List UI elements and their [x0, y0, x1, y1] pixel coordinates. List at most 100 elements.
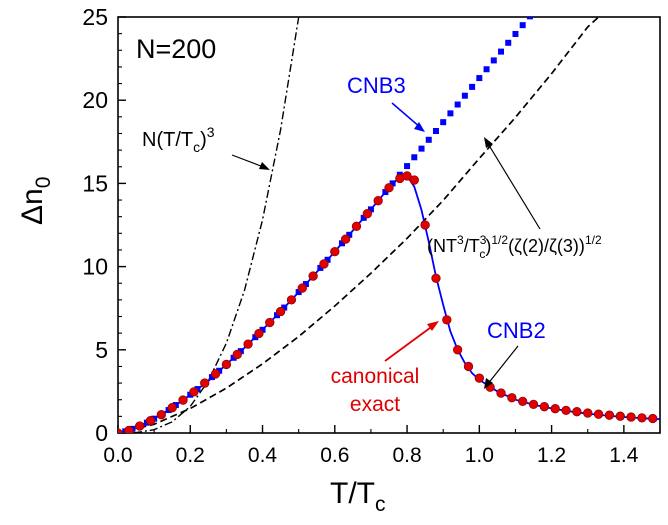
point-canonical-exact [243, 339, 253, 349]
x-tick-label: 0.6 [320, 444, 349, 467]
arrow-cnb2 [486, 345, 519, 386]
annotation-ntc3-main: N(T/T [142, 129, 193, 151]
point-canonical-exact [442, 315, 452, 325]
point-canonical-exact [167, 403, 177, 413]
point-canonical-exact [210, 369, 221, 379]
annotation-sqrt: (NT3/T3 c)1/2(ζ(2)/ζ(3))1/2 [427, 233, 602, 261]
point-canonical-exact [648, 413, 658, 424]
point-canonical-exact [539, 402, 550, 412]
point-cnb3 [447, 110, 454, 117]
point-cnb3 [519, 22, 526, 29]
point-cnb3 [440, 119, 447, 126]
point-canonical-exact [308, 271, 318, 281]
point-canonical-exact [528, 399, 539, 410]
point-canonical-exact [384, 183, 394, 193]
arrowhead-cnb3 [414, 122, 425, 132]
x-axis-label: T/Tc [330, 477, 386, 516]
y-axis-label-sub: 0 [32, 177, 55, 189]
point-canonical-exact [453, 345, 463, 355]
point-canonical-exact [518, 396, 528, 407]
point-canonical-exact [402, 171, 412, 181]
point-canonical-exact [189, 387, 199, 397]
point-cnb3 [469, 83, 476, 90]
arrow-cnb3 [391, 102, 422, 129]
point-canonical-exact [615, 411, 625, 421]
point-cnb3 [476, 75, 483, 82]
annotation-cnb3: CNB3 [347, 73, 406, 98]
n-label: N=200 [136, 34, 216, 64]
point-cnb3 [526, 17, 533, 20]
point-cnb3 [461, 92, 468, 99]
point-canonical-exact [200, 378, 210, 388]
point-canonical-exact [135, 421, 145, 431]
arrow-ntc3 [231, 154, 267, 169]
y-axis-label-main: Δn [16, 188, 49, 225]
annotation-sqrt-sup3: 1/2 [491, 233, 508, 247]
x-tick-label: 0.2 [176, 444, 205, 467]
annotation-sqrt-p3: ) [485, 236, 491, 256]
point-canonical-exact [550, 404, 560, 414]
point-canonical-exact [604, 410, 615, 420]
point-cnb3 [418, 145, 425, 152]
point-canonical-exact [232, 349, 242, 360]
point-canonical-exact [156, 410, 167, 420]
arrowhead-canonical [427, 321, 439, 331]
point-canonical-exact [572, 407, 582, 417]
point-canonical-exact [351, 221, 362, 231]
annotation-cnb2: CNB2 [487, 318, 546, 343]
x-tick-label: 1.2 [537, 444, 566, 467]
x-tick-label: 1.4 [609, 444, 639, 467]
annotation-ntc3: N(T/Tc)3 [142, 124, 215, 155]
point-cnb3 [411, 154, 418, 161]
point-canonical-exact [373, 196, 383, 206]
point-canonical-exact [275, 306, 286, 317]
point-canonical-exact [474, 373, 484, 383]
annotation-canonical-line2: exact [350, 393, 400, 416]
point-canonical-exact [496, 388, 506, 398]
point-canonical-exact [340, 234, 351, 244]
point-canonical-exact [330, 246, 340, 257]
point-canonical-exact [362, 209, 372, 219]
arrow-sqrt [486, 141, 541, 230]
y-tick-label: 25 [82, 4, 108, 30]
x-axis-label-sub: c [375, 493, 386, 516]
point-cnb3 [490, 57, 497, 64]
point-canonical-exact [593, 409, 604, 419]
y-axis-label: Δn0 [16, 177, 55, 225]
y-tick-label: 0 [95, 420, 108, 446]
annotation-sqrt-p2: /T [464, 236, 480, 256]
annotation-sqrt-sup1: 3 [457, 233, 464, 247]
series-clip-group [118, 17, 660, 433]
point-canonical-exact [319, 259, 329, 269]
point-cnb3 [432, 127, 439, 134]
annotation-sqrt-p1: (NT [427, 236, 457, 256]
point-canonical-exact [637, 413, 647, 423]
x-axis-label-main: T/T [330, 477, 375, 510]
series-layer [118, 17, 660, 433]
x-tick-label: 0.0 [103, 444, 132, 467]
annotation-canonical-line1: canonical [331, 365, 420, 388]
point-canonical-exact [297, 283, 307, 293]
plot-frame [117, 16, 661, 434]
arrowhead-ntc3 [259, 162, 270, 170]
annotation-ntc3-sup: 3 [207, 124, 215, 140]
annotation-sqrt-sub2: c [479, 247, 485, 261]
y-tick-label: 5 [95, 337, 108, 363]
point-canonical-exact [420, 220, 430, 230]
annotation-ntc3-sub: c [193, 139, 200, 155]
point-cnb3 [483, 66, 490, 73]
y-tick-label: 20 [82, 87, 108, 113]
point-canonical-exact [265, 317, 275, 328]
x-tick-label: 1.0 [465, 444, 494, 467]
point-canonical-exact [254, 328, 264, 339]
axis-ticks: 0.0 0.2 0.4 0.6 0.8 1.0 1.2 1.4 0 5 10 15 20 25 [82, 4, 661, 467]
annotation-sqrt-sup4: 1/2 [585, 233, 602, 247]
line-nt-3-t-3c-1-2-2-3-1-2 [118, 17, 600, 433]
x-tick-label: 0.4 [248, 444, 278, 467]
point-canonical-exact [561, 405, 571, 416]
point-canonical-exact [463, 361, 474, 372]
point-canonical-exact [145, 416, 156, 426]
point-cnb3 [512, 30, 519, 37]
